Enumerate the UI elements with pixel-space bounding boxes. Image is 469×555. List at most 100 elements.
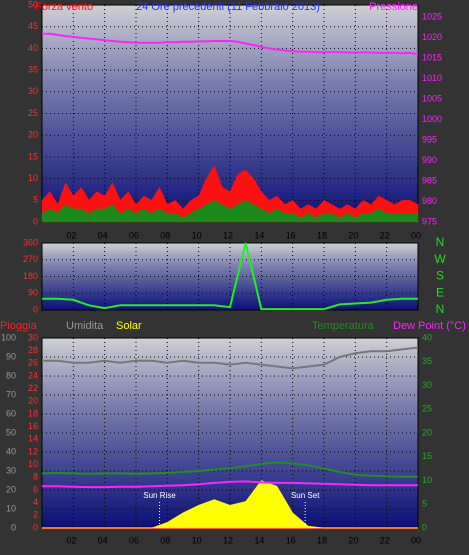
- y-tick-label: 90: [28, 288, 38, 298]
- y3-tick-label: 30: [28, 332, 38, 342]
- line: [42, 346, 419, 370]
- y2-tick-label: 1020: [422, 32, 442, 42]
- y3-tick-label: 4: [33, 497, 38, 507]
- y3-tick-label: 28: [28, 345, 38, 355]
- y3-tick-label: 6: [33, 484, 38, 494]
- x-tick-label: 12: [223, 535, 233, 545]
- y-tick-label: 15: [28, 151, 38, 161]
- x-tick-label: 16: [286, 535, 296, 545]
- y2-tick-label: N: [436, 235, 445, 249]
- y2-tick-label: E: [436, 285, 444, 299]
- y3-tick-label: 10: [28, 459, 38, 469]
- y2-tick-label: 20: [422, 427, 432, 437]
- y-tick-label: 50: [28, 0, 38, 9]
- y2-tick-label: 995: [422, 134, 437, 144]
- x-tick-label: 00: [411, 535, 421, 545]
- line: [42, 480, 418, 489]
- x-tick-label: 00: [411, 230, 421, 240]
- area: [41, 200, 419, 223]
- x-tick-label: 20: [348, 535, 358, 545]
- y-tick-label: 5: [33, 195, 38, 205]
- y3-tick-label: 26: [28, 358, 38, 368]
- y2-tick-label: 10: [422, 475, 432, 485]
- x-tick-label: 02: [66, 535, 76, 545]
- y2-tick-label: 1005: [422, 94, 442, 104]
- y2-tick-label: 1010: [422, 73, 442, 83]
- x-tick-label: 06: [129, 230, 139, 240]
- x-tick-label: 10: [192, 230, 202, 240]
- y-tick-label: 35: [28, 64, 38, 74]
- area: [42, 480, 418, 529]
- x-tick-label: 18: [317, 230, 327, 240]
- y-tick-label: 25: [28, 108, 38, 118]
- y-tick-label: 90: [6, 351, 16, 361]
- x-tick-label: 20: [348, 230, 358, 240]
- y2-tick-label: W: [434, 252, 446, 266]
- y3-tick-label: 2: [33, 510, 38, 520]
- y3-tick-label: 0: [33, 522, 38, 532]
- x-tick-label: 02: [66, 230, 76, 240]
- y-tick-label: 180: [23, 271, 38, 281]
- y-tick-label: 40: [28, 43, 38, 53]
- legend-label: Pioggia: [0, 320, 38, 332]
- y-tick-label: 10: [28, 173, 38, 183]
- y-tick-label: 100: [1, 332, 16, 342]
- annotation: Sun Rise: [143, 491, 176, 500]
- x-tick-label: 08: [160, 230, 170, 240]
- y2-tick-label: 35: [422, 356, 432, 366]
- y-tick-label: 0: [33, 216, 38, 226]
- y-tick-label: 30: [6, 465, 16, 475]
- y2-tick-label: 980: [422, 196, 437, 206]
- y3-tick-label: 20: [28, 396, 38, 406]
- y2-tick-label: 0: [422, 522, 427, 532]
- x-tick-label: 04: [98, 535, 108, 545]
- y2-tick-label: 990: [422, 155, 437, 165]
- chart-title: 24 Ore precedenti (11 Febbraio 2013): [136, 1, 320, 13]
- y2-tick-label: 30: [422, 380, 432, 390]
- y2-tick-label: 15: [422, 451, 432, 461]
- y3-tick-label: 12: [28, 446, 38, 456]
- x-tick-label: 14: [254, 535, 264, 545]
- line: [42, 32, 419, 56]
- y3-tick-label: 24: [28, 370, 38, 380]
- y2-tick-label: S: [436, 269, 444, 283]
- x-tick-label: 04: [98, 230, 108, 240]
- x-tick-label: 14: [254, 230, 264, 240]
- annotation: Sun Set: [291, 491, 320, 500]
- x-tick-label: 18: [317, 535, 327, 545]
- y2-tick-label: 1000: [422, 114, 442, 124]
- y-tick-label: 60: [6, 408, 16, 418]
- x-tick-label: 06: [129, 535, 139, 545]
- y-tick-label: 70: [6, 389, 16, 399]
- y2-tick-label: N: [436, 302, 445, 316]
- y-tick-label: 50: [6, 427, 16, 437]
- y3-tick-label: 14: [28, 434, 38, 444]
- y2-tick-label: 1025: [422, 12, 442, 22]
- legend-label: Dew Point (°C): [393, 320, 466, 332]
- y-tick-label: 45: [28, 21, 38, 31]
- legend-label: Umidita: [66, 320, 104, 332]
- legend-label: Forza vento: [35, 1, 93, 13]
- y3-tick-label: 18: [28, 408, 38, 418]
- y-tick-label: 80: [6, 370, 16, 380]
- x-tick-label: 22: [380, 230, 390, 240]
- y2-tick-label: 5: [422, 499, 427, 509]
- y-tick-label: 10: [6, 503, 16, 513]
- x-tick-label: 12: [223, 230, 233, 240]
- x-tick-label: 10: [192, 535, 202, 545]
- y-tick-label: 0: [11, 522, 16, 532]
- y3-tick-label: 16: [28, 421, 38, 431]
- x-tick-label: 22: [380, 535, 390, 545]
- y-tick-label: 360: [23, 237, 38, 247]
- y3-tick-label: 22: [28, 383, 38, 393]
- legend-label: Pressione: [369, 1, 418, 13]
- y2-tick-label: 985: [422, 175, 437, 185]
- y2-tick-label: 25: [422, 404, 432, 414]
- y-tick-label: 20: [6, 484, 16, 494]
- line: [42, 242, 418, 311]
- y3-tick-label: 8: [33, 472, 38, 482]
- legend-label: Temperatura: [312, 320, 375, 332]
- y-tick-label: 20: [28, 130, 38, 140]
